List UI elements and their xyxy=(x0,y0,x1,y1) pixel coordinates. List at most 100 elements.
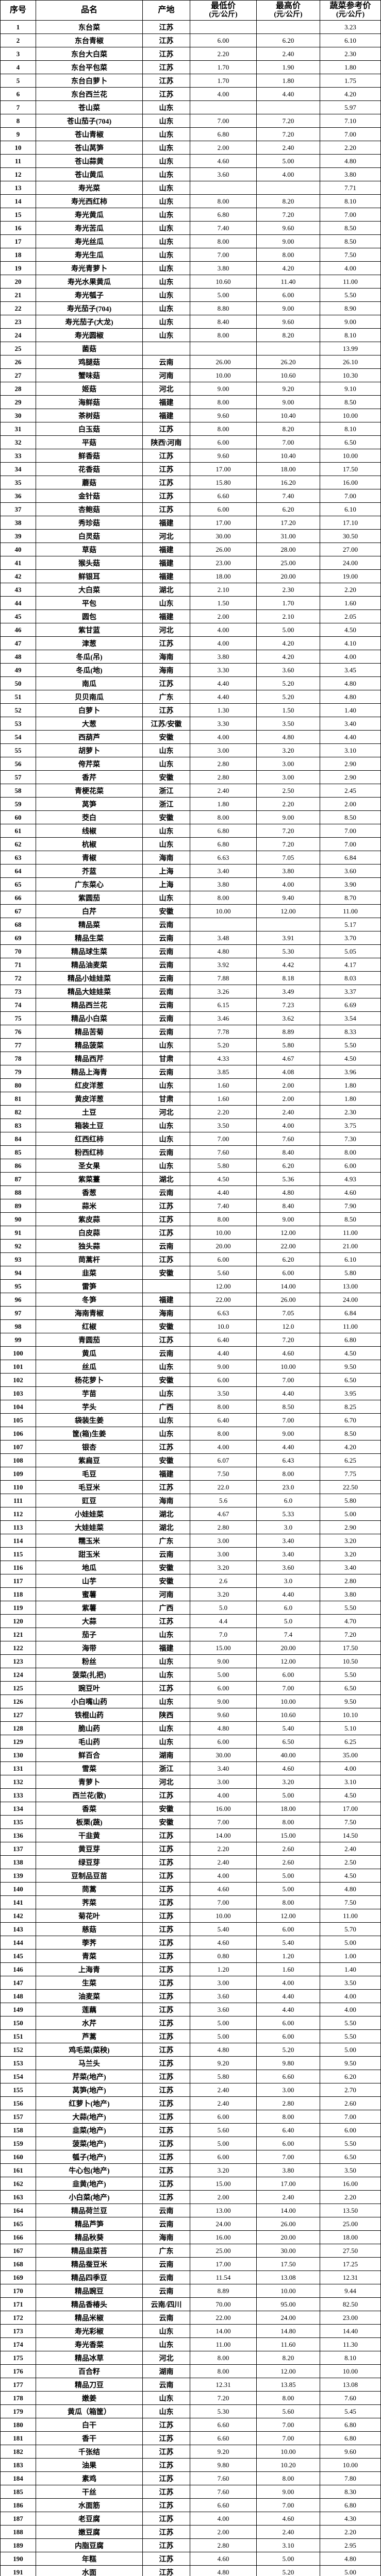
table-row: 11 苍山蒜黄 山东 4.60 5.00 4.80 xyxy=(0,154,381,168)
cell-min-price: 6.00 xyxy=(190,2110,257,2124)
cell-serial-number: 5 xyxy=(0,74,36,88)
cell-reference-price: 6.84 xyxy=(320,851,381,865)
cell-product-name: 紫皮蒜 xyxy=(36,1212,143,1226)
cell-origin: 江苏 xyxy=(142,87,190,101)
cell-origin: 海南 xyxy=(142,663,190,677)
cell-product-name: 鲜百合 xyxy=(36,1748,143,1762)
cell-origin: 江苏 xyxy=(142,2150,190,2164)
cell-product-name: 寿光圆椒 xyxy=(36,328,143,342)
cell-min-price: 5.00 xyxy=(190,288,257,302)
cell-min-price: 3.50 xyxy=(190,1118,257,1132)
table-row: 121 茄子 山东 7.0 7.4 7.20 xyxy=(0,1628,381,1641)
cell-product-name: 香干 xyxy=(36,2431,143,2445)
cell-max-price: 3.20 xyxy=(256,743,320,757)
cell-product-name: 甜玉米 xyxy=(36,1547,143,1561)
cell-serial-number: 139 xyxy=(0,1869,36,1883)
cell-max-price: 6.20 xyxy=(256,1159,320,1173)
cell-origin: 江苏 xyxy=(142,1199,190,1213)
cell-reference-price: 4.60 xyxy=(320,1185,381,1199)
cell-max-price: 6.60 xyxy=(256,2070,320,2083)
table-row: 86 圣女果 山东 5.80 6.20 6.00 xyxy=(0,1159,381,1173)
cell-serial-number: 121 xyxy=(0,1628,36,1641)
cell-reference-price: 17.50 xyxy=(320,1641,381,1655)
cell-product-name: 蟹味菇 xyxy=(36,368,143,382)
cell-product-name: 海带 xyxy=(36,1641,143,1655)
table-row: 133 西兰花(散) 江苏 4.00 5.00 4.50 xyxy=(0,1788,381,1802)
cell-serial-number: 62 xyxy=(0,837,36,851)
cell-origin: 安徽 xyxy=(142,1815,190,1829)
cell-serial-number: 65 xyxy=(0,877,36,891)
cell-origin: 江苏 xyxy=(142,2458,190,2472)
cell-max-price: 10.40 xyxy=(256,409,320,422)
cell-product-name: 精品小娃娃菜 xyxy=(36,971,143,985)
cell-min-price: 24.00 xyxy=(190,2217,257,2231)
cell-product-name: 嫩姜 xyxy=(36,2391,143,2405)
cell-product-name: 精品小白菜 xyxy=(36,1011,143,1025)
cell-serial-number: 17 xyxy=(0,234,36,248)
cell-product-name: 海鲜菇 xyxy=(36,395,143,409)
cell-min-price: 17.00 xyxy=(190,462,257,476)
cell-max-price xyxy=(256,20,320,34)
cell-reference-price: 16.00 xyxy=(320,476,381,489)
cell-serial-number: 35 xyxy=(0,476,36,489)
cell-origin: 山东 xyxy=(142,1427,190,1440)
cell-product-name: 精品冰草 xyxy=(36,2351,143,2365)
table-row: 92 独头蒜 云南 20.00 22.00 21.00 xyxy=(0,1239,381,1253)
table-row: 31 白玉菇 江苏 8.00 8.20 8.10 xyxy=(0,422,381,436)
table-row: 84 红西红柿 山东 7.00 7.60 7.30 xyxy=(0,1132,381,1146)
cell-product-name: 青圆茄 xyxy=(36,1333,143,1347)
cell-origin: 江苏 xyxy=(142,1828,190,1842)
cell-reference-price: 10.30 xyxy=(320,368,381,382)
cell-product-name: 精品上海青 xyxy=(36,1065,143,1079)
table-row: 167 精品韭菜苔 广东 25.00 30.00 27.50 xyxy=(0,2244,381,2258)
cell-reference-price: 2.60 xyxy=(320,2096,381,2110)
table-row: 136 干韭黄 江苏 14.00 15.00 14.50 xyxy=(0,1828,381,1842)
cell-origin: 江苏 xyxy=(142,2137,190,2150)
cell-reference-price: 2.90 xyxy=(320,1520,381,1534)
table-row: 140 茼蒿 江苏 4.60 5.00 4.80 xyxy=(0,1882,381,1896)
cell-serial-number: 19 xyxy=(0,261,36,275)
cell-reference-price: 9.44 xyxy=(320,2284,381,2298)
cell-serial-number: 81 xyxy=(0,1092,36,1106)
cell-min-price: 6.00 xyxy=(190,1252,257,1266)
cell-min-price: 5.30 xyxy=(190,2404,257,2418)
cell-serial-number: 8 xyxy=(0,114,36,128)
table-row: 101 丝瓜 山东 9.00 10.00 9.50 xyxy=(0,1360,381,1374)
cell-min-price: 6.00 xyxy=(190,502,257,516)
table-row: 50 南瓜 江苏 4.40 5.20 4.80 xyxy=(0,676,381,690)
cell-product-name: 苍山蒜黄 xyxy=(36,154,143,168)
cell-max-price: 9.60 xyxy=(256,221,320,235)
table-row: 24 寿光圆椒 山东 8.00 8.20 8.10 xyxy=(0,328,381,342)
cell-min-price: 7.00 xyxy=(190,114,257,128)
cell-min-price: 1.20 xyxy=(190,1962,257,1976)
table-row: 145 青菜 江苏 0.80 1.20 1.00 xyxy=(0,1949,381,1963)
cell-product-name: 箱装土豆 xyxy=(36,1118,143,1132)
cell-max-price: 17.20 xyxy=(256,516,320,530)
cell-min-price: 4.00 xyxy=(190,87,257,101)
cell-serial-number: 149 xyxy=(0,2003,36,2016)
table-row: 15 寿光黄瓜 山东 6.80 7.20 7.00 xyxy=(0,208,381,222)
table-row: 79 精品上海青 云南 3.85 4.08 3.96 xyxy=(0,1065,381,1079)
cell-product-name: 鸡毛菜(菜秧) xyxy=(36,2043,143,2057)
table-row: 65 广东菜心 上海 3.80 4.00 3.90 xyxy=(0,877,381,891)
table-row: 66 紫圆茄 山东 8.00 9.40 8.70 xyxy=(0,891,381,905)
cell-min-price: 3.00 xyxy=(190,1976,257,1990)
cell-reference-price: 6.10 xyxy=(320,33,381,47)
cell-min-price: 4.40 xyxy=(190,1346,257,1360)
cell-serial-number: 74 xyxy=(0,998,36,1012)
cell-min-price: 10.60 xyxy=(190,275,257,289)
cell-serial-number: 168 xyxy=(0,2257,36,2271)
cell-reference-price: 6.00 xyxy=(320,1159,381,1173)
table-row: 109 毛豆 福建 7.50 8.00 7.75 xyxy=(0,1467,381,1481)
cell-origin: 山东 xyxy=(142,1668,190,1682)
cell-reference-price: 3.96 xyxy=(320,1065,381,1079)
cell-origin: 福建 xyxy=(142,409,190,422)
cell-product-name: 百合籽 xyxy=(36,2364,143,2378)
cell-max-price: 4.60 xyxy=(256,2512,320,2526)
table-row: 85 粉西红柿 云南 7.60 8.40 8.00 xyxy=(0,1145,381,1159)
cell-origin: 云南 xyxy=(142,2311,190,2325)
cell-max-price: 5.00 xyxy=(256,154,320,168)
table-row: 98 红椒 安徽 10.0 12.0 11.00 xyxy=(0,1319,381,1333)
table-row: 152 鸡毛菜(菜秧) 江苏 4.80 5.20 5.00 xyxy=(0,2043,381,2057)
cell-reference-price: 6.50 xyxy=(320,1681,381,1695)
